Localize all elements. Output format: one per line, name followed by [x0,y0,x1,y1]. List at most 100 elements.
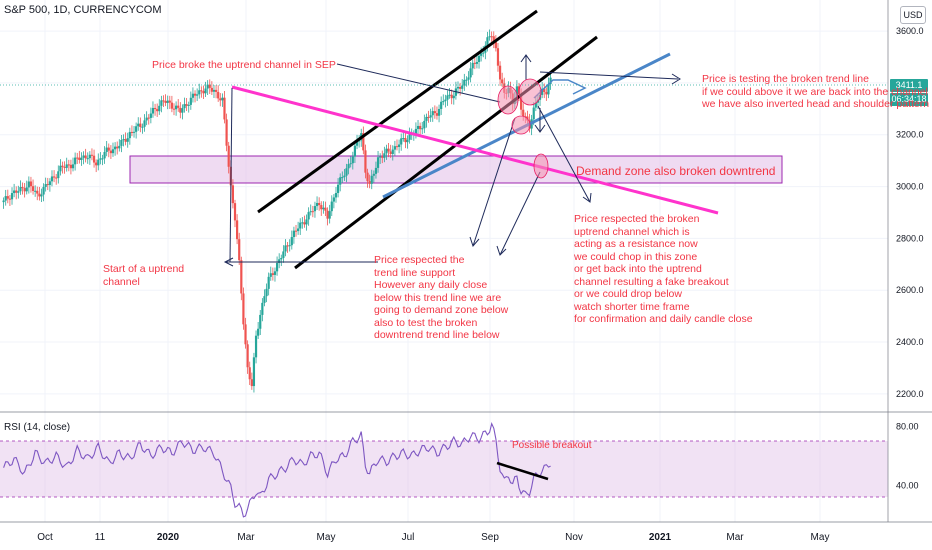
candle-body [362,133,365,151]
price-tick-label: 2400.0 [896,337,924,347]
time-tick-label: 11 [95,532,106,543]
candle-body [522,109,525,117]
candle-body [414,128,418,135]
candle-body [179,107,182,113]
candle-body [208,84,211,88]
candle-body [450,94,453,99]
candle-body [97,159,100,166]
price-tick-label: 2800.0 [896,233,924,243]
candle-body [189,97,192,105]
note-possible-breakout: Possible breakout [512,440,592,451]
rsi-trend-line [496,461,549,481]
candle-body [290,237,293,246]
candle-body [355,141,359,146]
last-price-badge: 3411.1 [890,79,928,92]
candle-body [318,202,321,206]
candle-body [376,157,380,168]
candle-body [181,108,184,113]
candle-body [71,164,75,169]
candle-body [467,77,470,80]
candle-body [147,117,150,119]
candle-body [137,123,140,127]
candle-body [465,79,468,81]
candle-body [153,107,157,110]
candle-body [27,181,30,188]
candle-body [151,107,155,114]
candle-body [214,89,218,92]
candle-body [408,134,411,140]
candle-body [204,88,207,94]
candle-body [55,177,58,179]
candle-body [423,120,426,129]
candle-body [395,146,399,148]
candle-body [238,239,241,261]
time-tick-label: May [811,532,830,543]
candle-body [10,193,14,200]
candle-body [217,91,220,99]
rsi-band [0,441,888,497]
candle-body [452,95,455,99]
candle-body [242,293,245,325]
candle-body [488,36,491,38]
arrow-annotations [223,54,681,267]
candle-body [143,120,146,127]
candle-body [177,105,180,108]
candle-body [425,116,428,121]
candle-body [105,147,108,153]
candle-body [309,211,312,213]
candle-body [370,175,373,184]
candle-body [387,148,390,152]
candle-body [294,230,298,232]
candle-body [463,79,466,86]
candle-body [4,196,7,201]
candle-body [349,163,352,165]
candle-body [379,156,382,158]
time-tick-label: Oct [37,532,53,543]
candle-body [336,184,340,194]
candle-body [364,150,367,173]
candle-body [84,155,87,159]
rsi-tick-label: 80.00 [896,422,919,432]
candle-body [339,177,342,185]
candle-body [246,344,249,368]
candle-body [383,153,386,158]
candle-body [17,191,20,193]
candle-body [63,166,66,168]
candle-body [160,100,163,106]
candle-body [162,100,165,102]
candle-body [431,111,434,116]
candle-body [520,94,523,110]
candle-body [421,128,424,130]
price-tick-label: 2200.0 [896,389,924,399]
candle-body [303,222,306,225]
candle-body [543,88,546,92]
candle-body [326,210,329,219]
candle-body [38,193,41,197]
candle-body [40,194,43,197]
candle-body [101,158,104,160]
candle-body [322,207,325,210]
candle-body [263,296,266,303]
candle-body [541,88,544,95]
candle-body [492,36,495,42]
rsi-tick-label: 40.00 [896,480,919,490]
rsi-title: RSI (14, close) [4,422,71,433]
candle-body [78,157,81,160]
candle-body [381,156,384,158]
candle-body [166,100,169,103]
candle-body [23,188,26,192]
rsi-line [3,422,551,518]
candle-body [435,113,439,116]
currency-button[interactable]: USD [900,6,926,24]
candle-body [8,198,12,200]
candle-body [124,139,127,142]
candle-body [118,145,121,149]
candle-body [461,85,464,89]
time-tick-label: Mar [237,532,255,543]
time-tick-label: Jul [402,532,415,543]
note-respected-channel: Price respected the broken uptrend chann… [574,213,753,325]
candle-body [437,108,441,116]
candle-body [486,37,489,46]
candle-body [301,222,304,224]
